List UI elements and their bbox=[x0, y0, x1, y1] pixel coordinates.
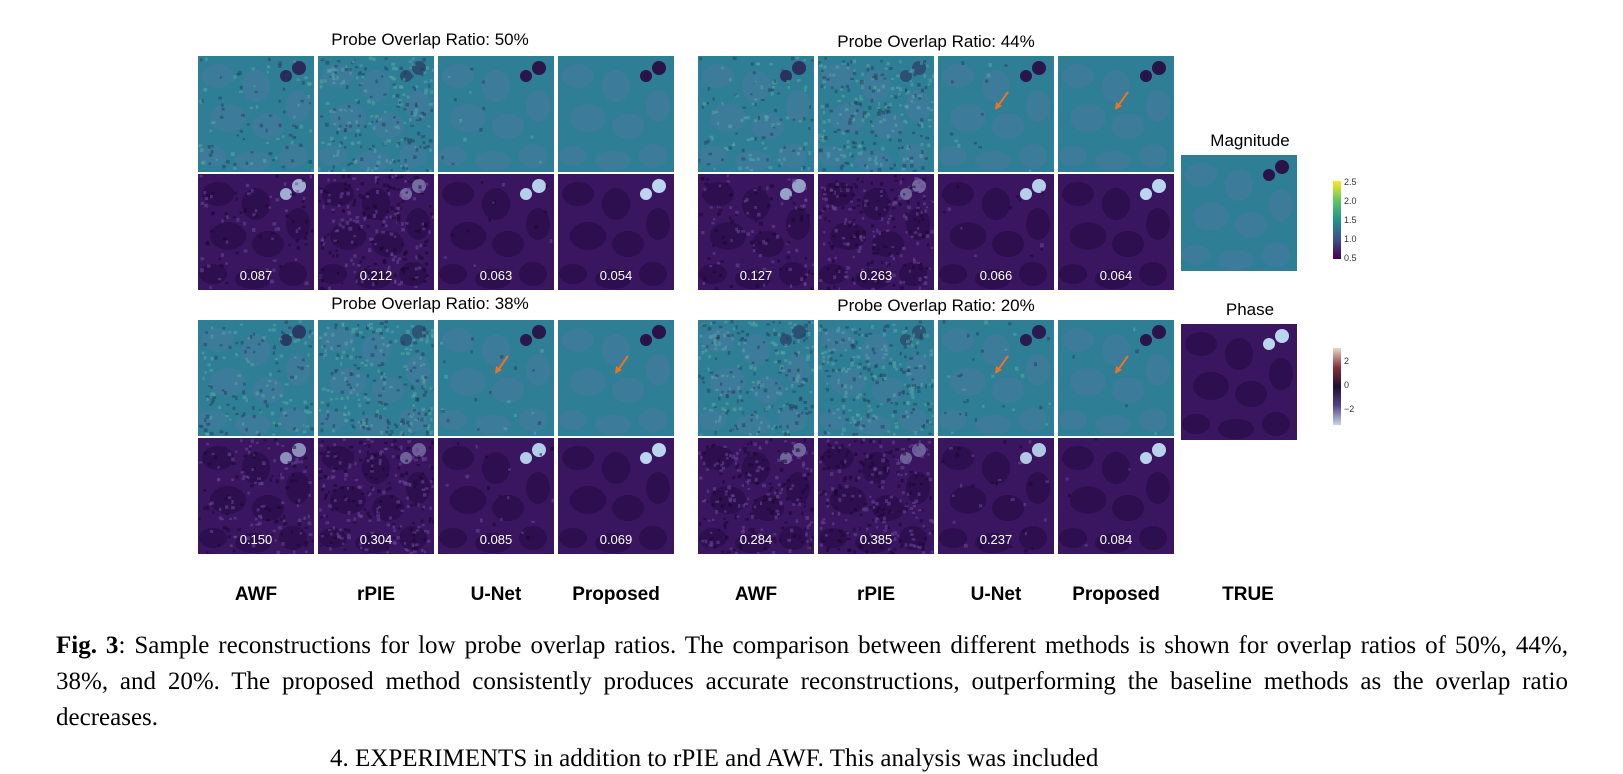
method-label-awf-right: AWF bbox=[734, 584, 778, 605]
nrmse-value: 0.263 bbox=[859, 268, 893, 283]
phase-panel-awf: 0.150 bbox=[198, 438, 314, 554]
nrmse-value: 0.054 bbox=[599, 268, 633, 283]
group-title-38: Probe Overlap Ratio: 38% bbox=[331, 294, 529, 313]
method-label-proposed-left: Proposed bbox=[572, 584, 660, 605]
colorbar-tick: −2 bbox=[1344, 404, 1355, 414]
magnitude-colorbar bbox=[1333, 181, 1341, 259]
nrmse-value: 0.304 bbox=[359, 532, 393, 547]
colorbar-tick: 0 bbox=[1344, 380, 1350, 390]
nrmse-value: 0.150 bbox=[239, 532, 273, 547]
colorbar-tick: 2 bbox=[1344, 356, 1350, 366]
phase-colorbar bbox=[1333, 348, 1341, 425]
colorbar-tick: 1.0 bbox=[1344, 234, 1357, 244]
method-label-unet-left: U-Net bbox=[470, 584, 522, 605]
group-title-20: Probe Overlap Ratio: 20% bbox=[837, 296, 1035, 315]
caption-text: : Sample reconstructions for low probe o… bbox=[56, 632, 1568, 731]
phase-title: Phase bbox=[1225, 300, 1275, 319]
nrmse-value: 0.063 bbox=[479, 268, 513, 283]
phase-panel-awf: 0.284 bbox=[698, 438, 814, 554]
method-label-rpie-right: rPIE bbox=[856, 584, 896, 605]
nrmse-value: 0.085 bbox=[479, 532, 513, 547]
nrmse-value: 0.069 bbox=[599, 532, 633, 547]
phase-panel-awf: 0.127 bbox=[698, 174, 814, 290]
colorbar-tick: 0.5 bbox=[1344, 253, 1357, 263]
magnitude-panel-rpie bbox=[318, 320, 434, 436]
method-label-unet-right: U-Net bbox=[970, 584, 1022, 605]
magnitude-panel-proposed bbox=[1058, 320, 1174, 436]
phase-panel-rpie: 0.385 bbox=[818, 438, 934, 554]
nrmse-value: 0.284 bbox=[739, 532, 773, 547]
caption-label: Fig. 3 bbox=[56, 632, 119, 659]
phase-panel-proposed: 0.064 bbox=[1058, 174, 1174, 290]
figure-caption: Fig. 3: Sample reconstructions for low p… bbox=[56, 628, 1568, 736]
phase-panel-unet: 0.066 bbox=[938, 174, 1054, 290]
method-label-proposed-right: Proposed bbox=[1072, 584, 1160, 605]
phase-panel-unet: 0.085 bbox=[438, 438, 554, 554]
method-label-rpie-left: rPIE bbox=[356, 584, 396, 605]
phase-panel-proposed: 0.054 bbox=[558, 174, 674, 290]
phase-panel-rpie: 0.263 bbox=[818, 174, 934, 290]
colorbar-tick: 2.5 bbox=[1344, 177, 1357, 187]
colorbar-tick: 1.5 bbox=[1344, 215, 1357, 225]
nrmse-value: 0.064 bbox=[1099, 268, 1133, 283]
nrmse-value: 0.237 bbox=[979, 532, 1013, 547]
nrmse-value: 0.212 bbox=[359, 268, 393, 283]
group-title-44: Probe Overlap Ratio: 44% bbox=[837, 32, 1035, 51]
true-nrmse-label: NRMSE bbox=[1224, 438, 1276, 454]
nrmse-value: 0.084 bbox=[1099, 532, 1133, 547]
group-title-50: Probe Overlap Ratio: 50% bbox=[331, 30, 529, 49]
phase-panel-unet: 0.063 bbox=[438, 174, 554, 290]
phase-panel-awf: 0.087 bbox=[198, 174, 314, 290]
magnitude-panel-unet bbox=[438, 56, 554, 172]
phase-panel-rpie: 0.304 bbox=[318, 438, 434, 554]
magnitude-panel-rpie bbox=[818, 320, 934, 436]
magnitude-panel-unet bbox=[938, 56, 1054, 172]
magnitude-panel-proposed bbox=[558, 320, 674, 436]
magnitude-panel-proposed bbox=[1058, 56, 1174, 172]
method-label-awf-left: AWF bbox=[234, 584, 278, 605]
nrmse-value: 0.385 bbox=[859, 532, 893, 547]
method-label-true: TRUE bbox=[1222, 584, 1274, 605]
magnitude-panel-unet bbox=[938, 320, 1054, 436]
magnitude-panel-proposed bbox=[558, 56, 674, 172]
phase-panel-unet: 0.237 bbox=[938, 438, 1054, 554]
magnitude-panel-awf bbox=[698, 320, 814, 436]
true-magnitude-image bbox=[1181, 155, 1319, 291]
true-phase-image: NRMSE bbox=[1181, 324, 1319, 462]
nrmse-value: 0.066 bbox=[979, 268, 1013, 283]
magnitude-panel-awf bbox=[198, 56, 314, 172]
magnitude-panel-awf bbox=[198, 320, 314, 436]
magnitude-panel-rpie bbox=[318, 56, 434, 172]
nrmse-value: 0.087 bbox=[239, 268, 273, 283]
magnitude-panel-rpie bbox=[818, 56, 934, 172]
magnitude-panel-unet bbox=[438, 320, 554, 436]
phase-panel-proposed: 0.084 bbox=[1058, 438, 1174, 554]
magnitude-panel-awf bbox=[698, 56, 814, 172]
phase-panel-proposed: 0.069 bbox=[558, 438, 674, 554]
phase-panel-rpie: 0.212 bbox=[318, 174, 434, 290]
colorbar-tick: 2.0 bbox=[1344, 196, 1357, 206]
magnitude-title: Magnitude bbox=[1210, 131, 1290, 150]
next-section-text: 4. EXPERIMENTS in addition to rPIE and A… bbox=[330, 745, 1099, 772]
nrmse-value: 0.127 bbox=[739, 268, 773, 283]
